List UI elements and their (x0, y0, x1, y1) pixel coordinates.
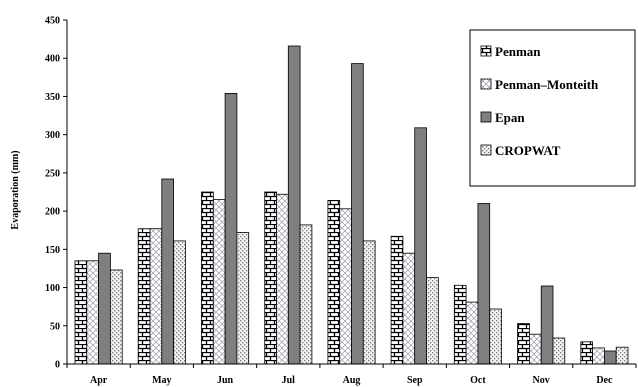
y-axis-title: Evaporation (mm) (10, 150, 21, 229)
bar-penman-aug (327, 199, 341, 365)
bar-epan-oct (477, 203, 491, 365)
x-axis: Apr May Jun Jul Aug Sep Oct Nov Dec (66, 363, 637, 386)
bar-penman-oct (453, 284, 467, 365)
bar-penman-monteith-oct (465, 301, 479, 365)
bar-penman-monteith-jul (276, 193, 289, 365)
x-tick-label: Aug (343, 375, 361, 386)
bar-penman-monteith-nov (529, 333, 542, 365)
legend-label: Penman (495, 44, 541, 59)
x-tick-label: Dec (596, 375, 613, 386)
bar-cropwat-jun (236, 232, 250, 365)
bar-cropwat-aug (362, 240, 376, 365)
bar-epan-sep (414, 127, 427, 365)
x-tick-label: Jul (282, 375, 296, 386)
bar-cropwat-may (173, 240, 186, 365)
y-tick-label: 0 (55, 360, 60, 371)
legend-swatch (480, 45, 492, 57)
y-tick-label: 400 (45, 54, 60, 65)
bar-epan-aug (351, 63, 364, 365)
bar-penman-monteith-dec (592, 347, 605, 365)
bar-penman-jul (264, 191, 277, 365)
x-tick-label: Nov (533, 375, 550, 386)
bar-penman-monteith-aug (339, 208, 352, 365)
x-tick-label: Sep (407, 375, 423, 386)
bar-penman-monteith-may (149, 228, 163, 365)
legend-label: Epan (495, 110, 525, 125)
bar-cropwat-dec (615, 346, 629, 365)
bar-cropwat-apr (110, 269, 123, 365)
legend-label: CROPWAT (495, 143, 561, 158)
y-tick-label: 250 (45, 168, 60, 179)
bar-penman-jun (201, 191, 214, 365)
y-tick-label: 100 (45, 283, 60, 294)
bar-penman-sep (390, 235, 404, 365)
bar-penman-monteith-apr (86, 260, 100, 365)
y-tick-label: 200 (45, 207, 60, 218)
y-tick-label: 50 (50, 321, 60, 332)
bar-cropwat-jul (299, 224, 313, 365)
legend-label: Penman–Monteith (495, 77, 599, 92)
y-axis: 0 50 100 150 200 250 300 350 400 450 (45, 16, 68, 371)
bar-epan-may (161, 178, 175, 365)
bar-epan-apr (98, 252, 111, 365)
bar-cropwat-sep (426, 277, 439, 365)
bar-penman-nov (517, 323, 530, 365)
x-tick-label: Apr (90, 375, 108, 386)
x-tick-label: May (152, 375, 171, 386)
legend-box (469, 29, 636, 187)
bar-cropwat-nov (552, 337, 566, 365)
bar-penman-apr (74, 260, 88, 365)
y-tick-label: 300 (45, 130, 60, 141)
bar-penman-may (137, 228, 151, 365)
y-tick-label: 450 (45, 16, 60, 27)
bars-layer (74, 45, 629, 365)
bar-penman-monteith-jun (212, 199, 226, 365)
legend: Penman Penman–Monteith Epan CROPWAT (469, 29, 636, 187)
y-tick-label: 350 (45, 92, 60, 103)
x-tick-label: Oct (470, 375, 486, 386)
legend-swatch (480, 111, 492, 123)
bar-penman-monteith-sep (402, 252, 416, 365)
bar-epan-jul (287, 45, 301, 365)
bar-cropwat-oct (489, 308, 502, 365)
bar-epan-nov (540, 285, 554, 365)
bar-penman-dec (580, 341, 593, 365)
legend-swatch (480, 78, 492, 90)
legend-swatch (480, 144, 492, 156)
x-tick-label: Jun (217, 375, 234, 386)
bar-epan-jun (224, 93, 238, 365)
y-tick-label: 150 (45, 245, 60, 256)
bar-epan-dec (604, 350, 617, 365)
